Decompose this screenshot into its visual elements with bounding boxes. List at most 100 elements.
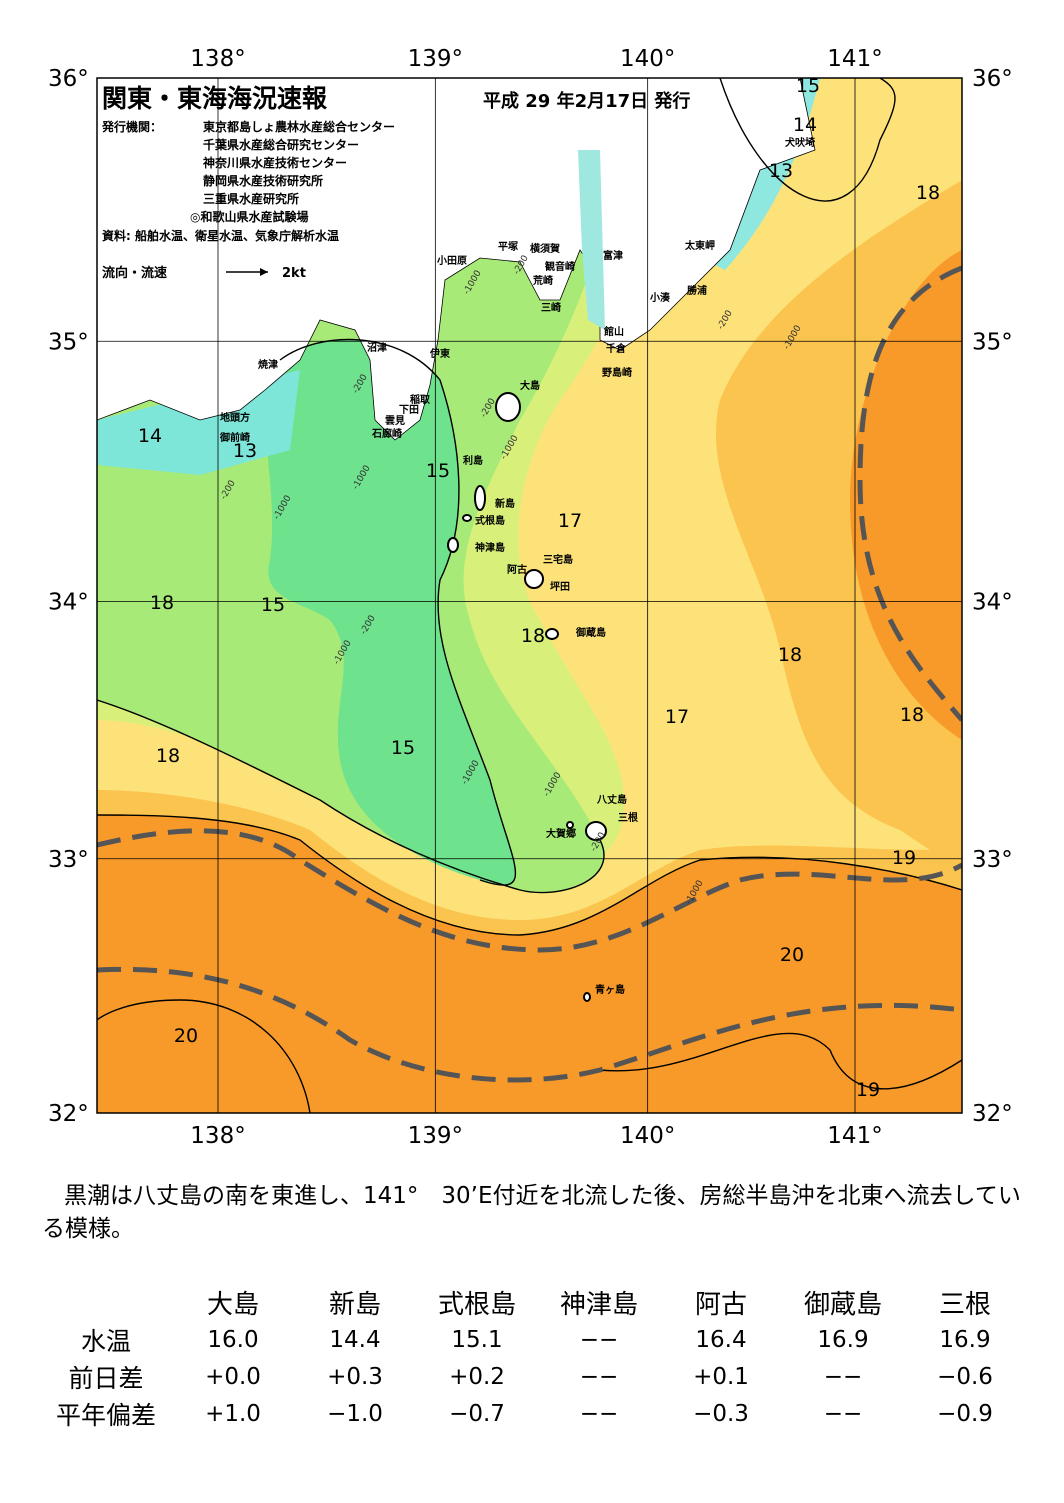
cell: +0.1: [693, 1363, 749, 1390]
place-label: 館山: [603, 325, 624, 338]
cell: −0.3: [693, 1400, 749, 1427]
place-label: 雲見: [385, 415, 405, 427]
isotherm-label: 17: [665, 706, 689, 728]
lat-label: 34°: [48, 590, 89, 616]
isotherm-label: 19: [892, 847, 916, 869]
place-label: 坪田: [550, 580, 570, 593]
place-label: 新島: [495, 497, 515, 510]
place-label: 地頭方: [220, 411, 250, 424]
place-label: 横須賀: [530, 242, 560, 255]
place-label: 富津: [603, 249, 623, 262]
cell: +0.3: [327, 1363, 383, 1390]
isotherm-label: 18: [778, 644, 802, 666]
isotherm-label: 13: [769, 160, 793, 182]
row: 平年偏差 +1.0 −1.0 −0.7 −− −0.3 −− −0.9: [40, 1395, 1026, 1432]
place-label: 稲取: [410, 393, 431, 406]
column-header: 新島: [328, 1290, 381, 1320]
place-label: 小田原: [436, 254, 467, 267]
isotherm-label: 13: [233, 440, 257, 462]
isotherm-label: 15: [391, 737, 415, 759]
lon-label: 139°: [408, 1123, 463, 1149]
place-label: 焼津: [258, 358, 278, 371]
issuer: 静岡県水産技術研究所: [203, 173, 323, 188]
column-header: 御蔵島: [803, 1290, 882, 1320]
legend-arrowhead: [260, 268, 268, 276]
title: 関東・東海海況速報: [102, 84, 328, 113]
isotherm-label: 18: [150, 592, 174, 614]
cell: −0.9: [937, 1400, 993, 1427]
place-label: 沼津: [367, 341, 387, 354]
lat-label: 35°: [972, 329, 1013, 355]
cell: +0.2: [449, 1363, 505, 1390]
column-header: 阿古: [694, 1290, 747, 1320]
kuroshio-edge: [97, 966, 962, 1083]
isotherms: [97, 78, 962, 1113]
map: 関東・東海海況速報 平成 29 年2月17日 発行 発行機関： 資料: 船舶水温…: [48, 46, 1013, 1149]
place-label: 太東岬: [684, 239, 715, 252]
legend-label: 流向・流速: [102, 265, 167, 281]
place-label: 荒崎: [532, 274, 553, 287]
cell: −−: [823, 1363, 863, 1390]
kuroshio-axis: [97, 828, 962, 953]
lon-label: 141°: [827, 1123, 882, 1149]
cell: 14.4: [329, 1326, 381, 1353]
sea-surface-temperature: [97, 78, 962, 1113]
place-label: 御蔵島: [575, 626, 606, 639]
lat-label: 33°: [972, 847, 1013, 873]
lon-label: 141°: [827, 46, 882, 72]
place-label: 御前崎: [219, 431, 250, 444]
place-label: 観音崎: [545, 260, 575, 273]
place-label: 野島崎: [602, 366, 632, 379]
isotherm-label: 18: [156, 745, 180, 767]
issue-date: 平成 29 年2月17日 発行: [483, 90, 690, 112]
isotherm-label: 18: [521, 625, 545, 647]
cell: −−: [823, 1400, 863, 1427]
header-row: 大島 新島 式根島 神津島 阿古 御蔵島 三根: [40, 1284, 1026, 1321]
islands: [447, 392, 607, 1002]
place-label: 神津島: [475, 541, 505, 554]
issuer: 千葉県水産総合研究センター: [203, 137, 359, 152]
cell: +1.0: [205, 1400, 261, 1427]
place-label: 小湊: [649, 291, 671, 304]
cell: 16.9: [939, 1326, 991, 1353]
place-label: 大島: [520, 379, 540, 392]
cell: 15.1: [451, 1326, 503, 1353]
tokyo-bay: [578, 150, 605, 330]
cell: 16.4: [695, 1326, 747, 1353]
lat-label: 33°: [48, 847, 89, 873]
row-label: 平年偏差: [55, 1400, 156, 1430]
lat-label: 35°: [48, 329, 89, 355]
lat-label: 36°: [972, 66, 1013, 92]
column-header: 三根: [938, 1290, 991, 1320]
lat-label: 32°: [972, 1101, 1013, 1127]
place-label: 伊東: [429, 347, 450, 360]
column-header: 神津島: [559, 1290, 638, 1320]
column-header: 大島: [206, 1290, 259, 1320]
row-label: 水温: [80, 1326, 131, 1356]
land: [97, 78, 816, 441]
lat-label: 32°: [48, 1101, 89, 1127]
place-label: 勝浦: [687, 284, 707, 297]
cell: 16.0: [207, 1326, 259, 1353]
summary: 黒潮は八丈島の南を東進し、141° 30’E付近を北流した後、房総半島沖を北東へ…: [42, 1183, 1021, 1242]
isotherm-label: 19: [856, 1079, 880, 1101]
place-label: 千倉: [606, 342, 627, 355]
lon-label: 139°: [408, 46, 463, 72]
place-label: 平塚: [498, 240, 518, 253]
isotherm-label: 14: [138, 425, 162, 447]
cell: −0.6: [937, 1363, 993, 1390]
issuer-label: 発行機関：: [101, 119, 162, 134]
place-label: 式根島: [475, 514, 505, 527]
isotherm-label: 17: [558, 510, 582, 532]
corner: [40, 1284, 172, 1321]
kuroshio-edge: [857, 265, 962, 722]
place-label: 八丈島: [596, 793, 627, 806]
isotherm-label: 18: [916, 182, 940, 204]
place-label: 青ヶ島: [595, 983, 625, 996]
row: 水温 16.0 14.4 15.1 −− 16.4 16.9 16.9: [40, 1321, 1026, 1358]
isotherm-label: 15: [426, 460, 450, 482]
cell: −−: [579, 1400, 619, 1427]
place-label: 三宅島: [543, 553, 573, 566]
cell: −−: [579, 1326, 619, 1353]
